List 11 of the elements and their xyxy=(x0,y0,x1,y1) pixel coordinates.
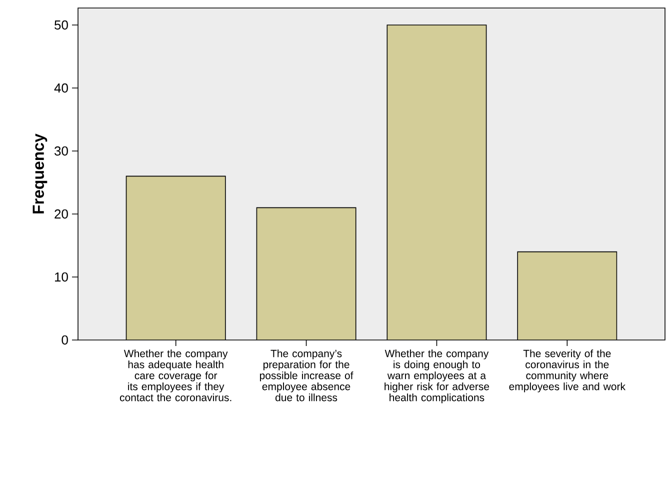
y-tick-label: 30 xyxy=(54,146,68,156)
y-tick-label: 40 xyxy=(54,83,68,93)
x-tick-label: The severity of the coronavirus in the community where employees live and work xyxy=(509,350,626,392)
x-tick-label: The company’s preparation for the possible increase of employee absence due to illness xyxy=(260,350,354,402)
x-tick-label: Whether the company is doing enough to warn employees at a higher risk for adverse health complications xyxy=(384,350,490,404)
x-tick-label: Whether the company has adequate health care coverage for its employees if they contact the coronavirus. xyxy=(120,350,232,402)
y-tick-label: 50 xyxy=(54,20,68,30)
y-tick-label: 0 xyxy=(62,335,68,345)
y-axis-title: Frequency xyxy=(32,134,48,214)
y-tick-label: 10 xyxy=(55,272,68,282)
y-tick-label: 20 xyxy=(54,209,68,219)
